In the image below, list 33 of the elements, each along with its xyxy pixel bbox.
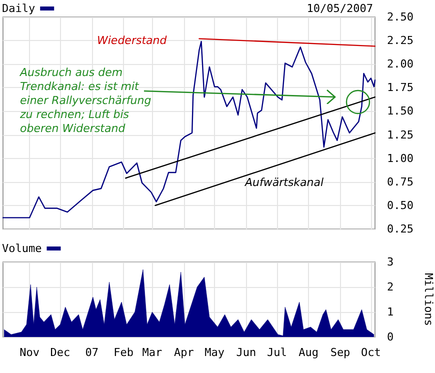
y-axis-title: Millions [422, 273, 435, 326]
legend-label: Daily [2, 2, 36, 15]
y-tick-label: 3 [387, 256, 394, 268]
x-tick-label: Dec [50, 346, 70, 359]
y-tick-label: 2 [387, 280, 394, 294]
x-tick-label: 07 [85, 346, 99, 359]
x-tick-label: Aug [298, 346, 319, 359]
y-tick-label: 2.25 [387, 34, 414, 48]
y-tick-label: 0.25 [387, 222, 414, 236]
y-tick-label: 1.50 [387, 104, 414, 118]
x-tick-label: Feb [114, 346, 134, 359]
x-tick-label: Jul [266, 346, 287, 359]
x-tick-label: Mar [142, 346, 163, 359]
annotation: Wiederstand [97, 34, 167, 48]
chart-subtitle: 10/05/2007 [306, 2, 374, 15]
x-tick-label: Nov [20, 346, 40, 359]
y-tick-label: 1.75 [387, 81, 414, 94]
y-tick-label: 1.00 [387, 152, 414, 165]
annotation: Ausbruch aus dem Trendkanal: es ist mit einer Rallyverschärfung zu rechnen; Luft bis oberen Widerstand [20, 66, 152, 136]
y-tick-label: 0 [387, 330, 394, 344]
y-tick-label: 1.25 [387, 128, 414, 142]
y-tick-label: 2.50 [387, 10, 414, 24]
y-tick-label: 0.50 [387, 198, 414, 212]
x-tick-label: Apr [174, 346, 194, 359]
y-tick-label: 1 [387, 306, 394, 318]
x-tick-label: Jun [236, 346, 256, 359]
x-tick-label: Oct [360, 346, 381, 359]
y-tick-label: 2.00 [387, 58, 414, 71]
legend-label: Volume [2, 242, 42, 255]
y-tick-label: 0.75 [387, 175, 414, 188]
annotation: Aufwärtskanal [245, 176, 324, 190]
x-tick-label: Sep [330, 346, 350, 359]
x-tick-label: May [204, 346, 225, 359]
